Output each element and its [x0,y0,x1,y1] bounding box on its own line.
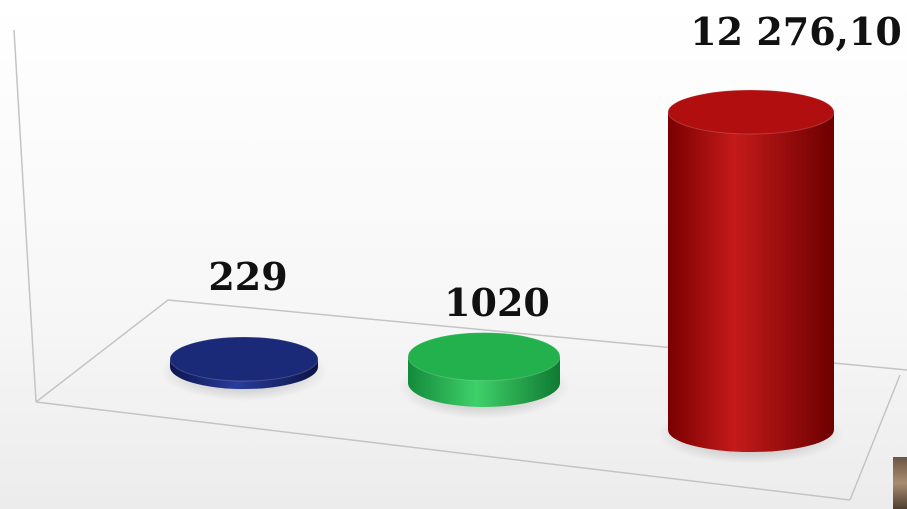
bar-top [667,89,835,135]
back-wall-edge [13,29,37,403]
bar-1 [160,336,328,401]
bar-top [407,332,561,382]
floor-outline [35,299,907,403]
plot-area-frame [13,29,907,501]
bar-3 [658,89,844,464]
floor-right-edge [849,374,901,501]
bar-body [668,112,834,452]
video-thumbnail [893,457,907,509]
bar-top [169,336,319,382]
data-label-1: 229 [208,254,287,299]
floor-front-edge [35,401,851,501]
data-label-3: 12 276,10 [690,9,902,54]
data-label-2: 1020 [444,280,550,325]
bar-2 [398,332,570,419]
bars-group: 229 1020 12 276,10 [160,9,902,464]
